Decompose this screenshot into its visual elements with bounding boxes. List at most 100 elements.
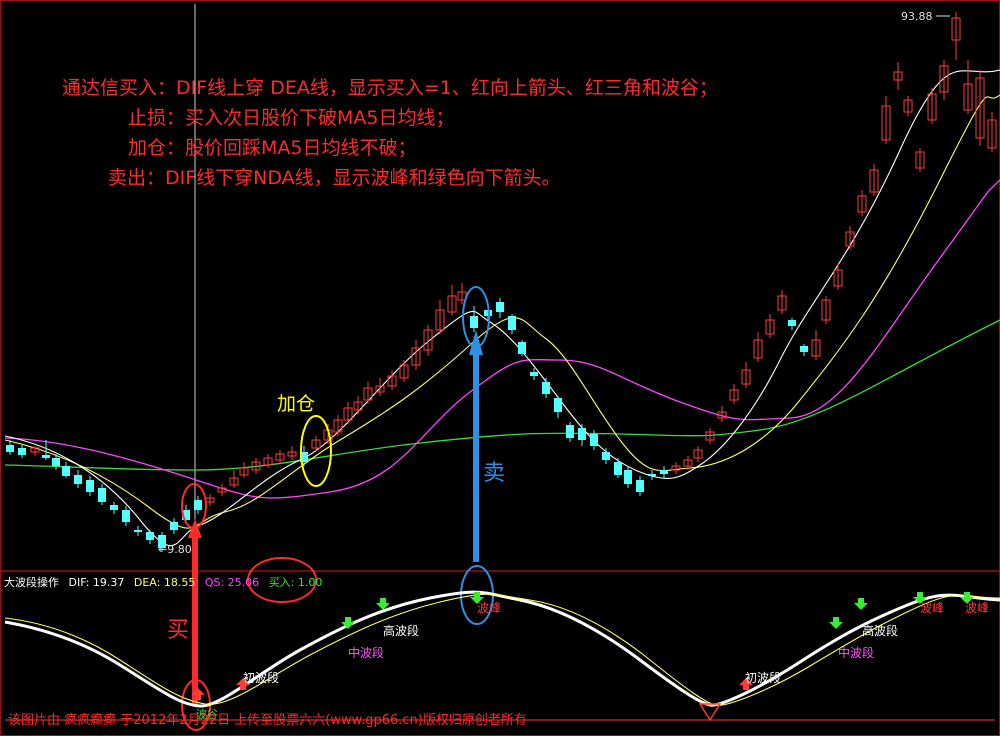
candle-down xyxy=(590,434,598,446)
price-low-label: ←9.80 xyxy=(158,543,192,556)
wave-label-peak: 波峰 xyxy=(477,601,501,615)
wave-label-mid: 中波段 xyxy=(348,645,384,660)
candle-up xyxy=(857,195,867,213)
candle-down xyxy=(508,316,516,330)
candle-up xyxy=(717,411,727,419)
candle-up xyxy=(705,431,715,441)
candle-down xyxy=(496,302,504,312)
ma-magenta-line xyxy=(4,179,1000,499)
wave-label-initial: 初波段 xyxy=(745,670,781,685)
candle-up xyxy=(915,151,925,169)
candle-down xyxy=(110,505,118,510)
candle-up xyxy=(353,401,363,411)
candle-up xyxy=(903,99,913,113)
candle-up xyxy=(963,83,973,111)
indicator-dea: DEA: 18.55 xyxy=(133,576,196,589)
ma-green-line xyxy=(4,319,1000,471)
candle-up xyxy=(399,364,409,379)
rule-add-text: 加仓：股价回踩MA5日均线不破； xyxy=(128,137,416,159)
indicator-legend: 大波段操作 DIF: 19.37 DEA: 18.55 QS: 25.06 买入… xyxy=(4,574,328,590)
candle-down xyxy=(182,510,190,520)
candle-down xyxy=(74,475,82,484)
candle-up xyxy=(777,295,787,311)
candle-up xyxy=(975,77,985,139)
candlestick-series xyxy=(6,12,997,552)
up-arrow-icon xyxy=(191,688,205,700)
dea-line xyxy=(4,593,1000,706)
down-arrow-icon xyxy=(829,617,843,629)
candle-up xyxy=(263,457,273,466)
candle-down xyxy=(578,428,586,440)
candle-down xyxy=(98,488,106,502)
up-arrow-icon xyxy=(739,678,753,690)
candle-up xyxy=(951,17,961,41)
indicator-buy: 买入: 1.00 xyxy=(268,576,323,589)
down-arrow-icon xyxy=(470,592,484,604)
add-position-circle xyxy=(300,415,332,487)
sell-label: 卖 xyxy=(483,461,505,486)
indicator-dif: DIF: 19.37 xyxy=(68,576,125,589)
candle-down xyxy=(86,480,94,492)
candle-up xyxy=(239,467,249,476)
candle-up xyxy=(435,309,445,331)
candle-down xyxy=(194,500,202,510)
candle-up xyxy=(363,387,373,401)
wave-label-mid: 中波段 xyxy=(838,645,874,660)
wave-label-high: 高波段 xyxy=(862,623,898,638)
down-arrow-icon xyxy=(913,592,927,604)
candle-up xyxy=(833,269,843,287)
candle-up xyxy=(275,453,285,461)
candle-up xyxy=(869,169,879,193)
candle-down xyxy=(52,458,60,466)
price-high-label: 93.88 xyxy=(901,10,933,23)
indicator-name[interactable]: 大波段操作 xyxy=(4,576,59,589)
candle-up xyxy=(411,347,421,366)
candle-down xyxy=(554,398,562,412)
candle-up xyxy=(881,105,891,141)
wave-label-initial: 初波段 xyxy=(243,670,279,685)
sell-signal-arrows xyxy=(341,592,974,629)
candle-down xyxy=(788,320,796,326)
dif-line xyxy=(4,590,1000,708)
candle-up xyxy=(821,299,831,321)
candle-up xyxy=(251,461,261,471)
candle-up xyxy=(387,375,397,387)
candle-down xyxy=(648,474,656,476)
candle-up xyxy=(287,451,297,457)
candle-down xyxy=(134,530,142,532)
candle-up xyxy=(765,319,775,335)
candle-up xyxy=(375,385,385,393)
candle-down xyxy=(614,462,622,475)
candle-up xyxy=(30,447,40,453)
candle-up xyxy=(741,369,751,385)
buy-arrow xyxy=(188,519,202,705)
down-arrow-icon xyxy=(341,617,355,629)
candle-down xyxy=(602,452,610,460)
candle-up xyxy=(311,439,321,449)
candle-up xyxy=(423,329,433,351)
candle-up xyxy=(693,449,703,459)
candle-down xyxy=(624,470,632,484)
candle-down xyxy=(566,425,574,438)
candle-down xyxy=(170,522,178,530)
candle-up xyxy=(987,119,997,149)
candle-up xyxy=(729,389,739,401)
wave-label-valley: 波谷 xyxy=(196,708,218,721)
add-position-label: 加仓 xyxy=(277,393,315,415)
buy-label: 买 xyxy=(167,618,189,643)
candle-up xyxy=(447,295,457,313)
rule-stoploss-text: 止损：买入次日股价下破MA5日均线； xyxy=(128,107,454,129)
indicator-qs: QS: 25.06 xyxy=(204,576,260,589)
buy-signal-arrows xyxy=(191,678,753,700)
candle-up xyxy=(683,459,693,467)
candle-up xyxy=(343,407,353,421)
candle-down xyxy=(300,452,308,462)
rule-sell-text: 卖出：DIF线下穿NDA线，显示波峰和绿色向下箭头。 xyxy=(108,167,561,189)
candle-down xyxy=(660,470,668,474)
wave-label-peak: 波峰 xyxy=(920,601,944,615)
candle-down xyxy=(62,466,70,476)
candle-up xyxy=(753,339,763,359)
candle-up xyxy=(229,477,239,486)
buy-indicator-circle xyxy=(247,557,317,603)
candle-up xyxy=(845,231,855,247)
